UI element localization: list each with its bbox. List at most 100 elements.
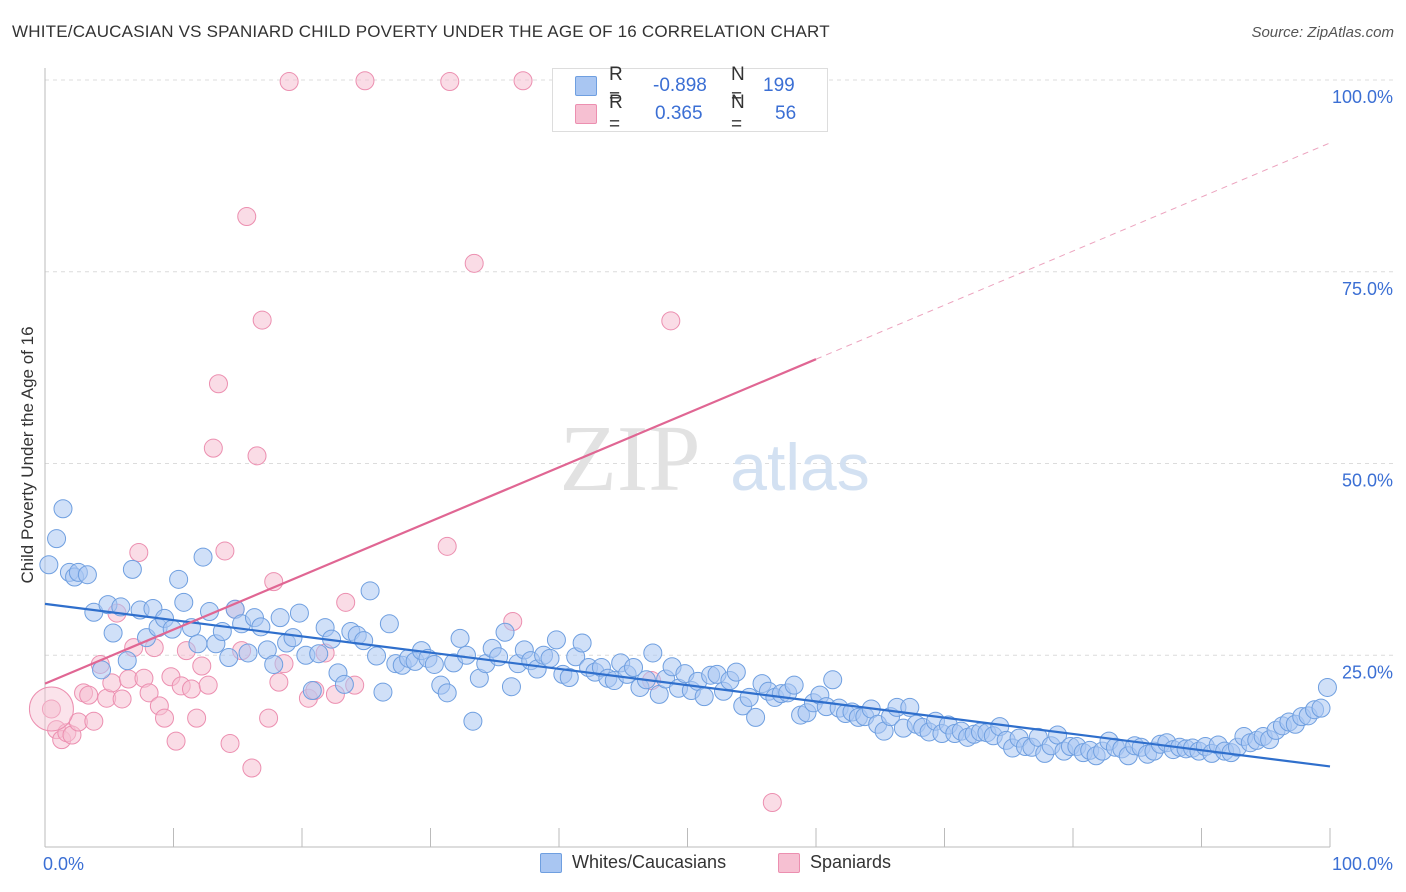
spaniard-point xyxy=(181,679,201,699)
x-tick-label: 0.0% xyxy=(43,854,84,874)
spaniard-point xyxy=(203,438,223,458)
white-point xyxy=(746,707,766,727)
spaniard-point xyxy=(198,675,218,695)
source-label: Source: ZipAtlas.com xyxy=(1251,24,1394,41)
x-tick-label: 100.0% xyxy=(1332,854,1393,874)
white-point xyxy=(270,608,290,628)
white-point xyxy=(643,643,663,663)
white-point xyxy=(367,646,387,666)
white-point xyxy=(559,667,579,687)
white-point xyxy=(540,648,560,668)
y-tick-label: 100.0% xyxy=(1332,87,1393,107)
white-point xyxy=(823,670,843,690)
whites-swatch xyxy=(575,76,597,96)
white-point xyxy=(456,645,476,665)
spaniard-point xyxy=(336,592,356,612)
n-label: N = xyxy=(731,64,745,107)
white-point xyxy=(726,662,746,682)
white-point xyxy=(694,687,714,707)
white-point xyxy=(373,682,393,702)
spaniards-swatch xyxy=(575,104,597,124)
white-point xyxy=(501,677,521,697)
white-point xyxy=(1317,677,1337,697)
spaniard-point xyxy=(269,672,289,692)
spaniard-point xyxy=(215,541,235,561)
r-value: 0.365 xyxy=(655,103,703,124)
white-point xyxy=(264,654,284,674)
white-point xyxy=(463,711,483,731)
white-point xyxy=(450,628,470,648)
r-label: R = xyxy=(609,64,623,107)
white-point xyxy=(624,658,644,678)
watermark: ZIP atlas xyxy=(560,407,870,511)
n-value: 199 xyxy=(763,75,795,96)
whites-points xyxy=(39,499,1337,766)
white-point xyxy=(784,675,804,695)
spaniards-legend-label: Spaniards xyxy=(810,852,892,872)
y-tick-label: 50.0% xyxy=(1342,471,1393,491)
white-point xyxy=(354,631,374,651)
trend-lines xyxy=(44,142,1331,768)
white-point xyxy=(546,630,566,650)
white-point xyxy=(122,559,142,579)
spaniard-point xyxy=(513,71,533,91)
spaniard-point xyxy=(139,683,159,703)
spaniard-point xyxy=(237,207,257,227)
spaniard-point xyxy=(187,708,207,728)
white-point xyxy=(219,648,239,668)
white-point xyxy=(437,683,457,703)
spaniard-point xyxy=(84,711,104,731)
axes xyxy=(44,68,1331,848)
whites-legend-swatch xyxy=(540,852,562,873)
white-point xyxy=(188,634,208,654)
white-point xyxy=(103,623,123,643)
white-point xyxy=(379,614,399,634)
white-point xyxy=(117,651,137,671)
spaniard-point xyxy=(279,72,299,92)
white-point xyxy=(495,622,515,642)
spaniard-point xyxy=(355,71,375,91)
spaniard-point xyxy=(129,542,149,562)
white-point xyxy=(251,617,271,637)
whites-legend-label: Whites/Caucasians xyxy=(572,852,727,872)
white-point xyxy=(302,681,322,701)
spaniard-point xyxy=(440,72,460,92)
tick-labels: 25.0% 50.0% 75.0% 100.0% 0.0% 100.0% xyxy=(43,87,1393,874)
white-point xyxy=(289,603,309,623)
legend-item-whites[interactable]: Whites/Caucasians xyxy=(540,852,726,873)
spaniard-point xyxy=(192,656,212,676)
watermark-atlas: atlas xyxy=(730,430,869,504)
grid xyxy=(45,79,1395,656)
white-point xyxy=(193,547,213,567)
white-point xyxy=(283,628,303,648)
r-value: -0.898 xyxy=(653,75,707,96)
correlation-legend: R = -0.898 N = 199 R = 0.365 N = 56 xyxy=(552,64,828,135)
white-point xyxy=(1311,698,1331,718)
white-point xyxy=(111,597,131,617)
spaniard-point xyxy=(208,374,228,394)
whites-trend-line xyxy=(44,602,1331,768)
spaniard-point xyxy=(259,708,279,728)
spaniard-point xyxy=(220,733,240,753)
white-point xyxy=(424,654,444,674)
r-label: R = xyxy=(609,92,623,135)
watermark-zip: ZIP xyxy=(560,407,701,511)
spaniard-point xyxy=(41,699,61,719)
legend-item-spaniards[interactable]: Spaniards xyxy=(778,852,891,873)
spaniard-point xyxy=(661,311,681,331)
white-point xyxy=(238,643,258,663)
white-point xyxy=(309,644,329,664)
spaniard-point xyxy=(242,758,262,778)
white-point xyxy=(47,529,67,549)
spaniard-point xyxy=(762,793,782,813)
spaniards-trend-line xyxy=(44,358,817,685)
spaniards-points xyxy=(28,71,782,813)
chart-title: WHITE/CAUCASIAN VS SPANIARD CHILD POVERT… xyxy=(12,22,830,41)
white-point xyxy=(53,499,73,519)
spaniard-point xyxy=(464,253,484,273)
spaniard-point xyxy=(155,708,175,728)
white-point xyxy=(77,565,97,585)
white-point xyxy=(174,592,194,612)
spaniard-point xyxy=(166,731,186,751)
